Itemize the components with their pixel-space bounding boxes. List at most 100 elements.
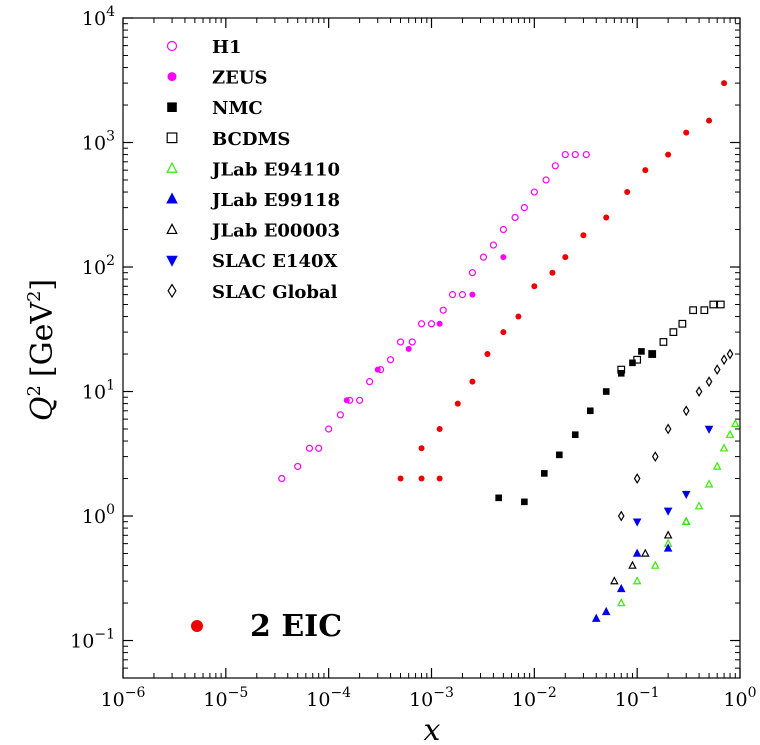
data-point [397,475,404,482]
data-point [591,613,601,622]
data-point [356,396,364,404]
data-point [709,300,718,309]
data-point [669,328,678,337]
series-slac-global [617,348,734,522]
data-point [418,445,425,452]
x-tick-label: 10−6 [101,685,146,711]
data-point [561,150,569,159]
series-jlab-e00003 [610,516,691,585]
data-point [418,475,425,482]
legend-item: BCDMS [166,129,290,150]
eic-label-group: 2 EIC [191,609,342,644]
data-point [484,351,491,358]
series-zeus [343,254,507,404]
data-point [427,320,436,328]
data-point [726,348,734,360]
data-point [650,560,660,569]
data-point [705,376,713,388]
series-layer [278,80,740,622]
legend-label: SLAC E140X [212,251,338,272]
data-point [665,151,672,158]
data-point [719,443,729,452]
y-axis-unit-close: ] [25,279,60,291]
data-point [678,319,687,328]
y-tick-label: 101 [82,378,115,404]
data-point [628,560,637,569]
data-point [638,348,645,355]
data-point [632,518,642,527]
data-point [682,405,690,417]
data-point [617,510,625,522]
data-point [663,530,673,539]
x-tick-label: 10−5 [203,685,248,711]
data-point [542,176,550,184]
data-point [531,283,538,290]
y-axis-q-exp: 2 [24,385,45,396]
data-point [315,444,323,452]
eic-marker [191,620,203,632]
y-tick-label: 103 [82,129,115,155]
data-point [436,425,443,432]
data-point [500,254,507,261]
data-point [603,214,610,221]
legend-item: JLab E94110 [166,159,340,180]
data-point [624,189,631,196]
x-tick-label: 10−3 [409,685,454,711]
data-point [695,386,703,397]
data-point [681,490,691,500]
data-point [336,411,344,419]
data-point [408,338,416,346]
series-2-eic [397,80,728,482]
y-tick-label: 100 [82,502,115,528]
data-point [417,320,426,328]
legend-item: JLab E99118 [166,190,340,211]
data-point [725,429,735,438]
data-point [616,583,626,593]
x-tick-label: 10−1 [615,685,660,711]
x-tick-label: 100 [723,685,756,711]
data-point [731,418,740,428]
data-point [716,300,725,309]
data-point [500,329,507,336]
legend-item: SLAC E140X [166,251,338,272]
data-point [706,117,713,124]
data-point [468,269,477,277]
legend-marker [166,161,178,173]
data-point [562,254,569,261]
data-point [571,431,579,438]
data-point [386,356,395,364]
data-point [571,150,579,159]
data-point [365,378,374,386]
series-slac-e140x [632,425,714,527]
data-point [648,350,657,358]
data-point [704,425,714,434]
data-point [580,232,587,239]
tick-labels: 10−6 10−5 10−4 10−3 10−2 10−1 100 10−1 100 101 102… [70,4,756,711]
data-point [489,241,498,249]
y-axis-unit-exp: 2 [24,291,45,302]
data-point [629,359,636,367]
data-point [616,598,626,607]
data-point [495,494,502,502]
data-point [663,507,673,516]
series-jlab-e94110 [616,418,740,607]
legend-marker [166,255,178,267]
legend-label: JLab E94110 [210,159,340,180]
y-axis-q: Q [25,397,60,422]
y-axis-label-text: Q2[GeV2] [24,279,60,421]
y-tick-label: 104 [82,4,115,30]
legend-marker [167,72,177,82]
data-point [602,388,610,395]
legend-label: SLAC Global [212,282,338,303]
data-point [521,498,528,506]
data-point [540,470,548,477]
series-h1 [278,150,590,483]
data-point [633,473,641,484]
legend-item: NMC [167,98,263,119]
data-point [648,350,656,358]
data-point [515,313,522,320]
data-point [479,253,488,261]
legend-marker [167,283,177,299]
legend-marker [166,132,178,144]
